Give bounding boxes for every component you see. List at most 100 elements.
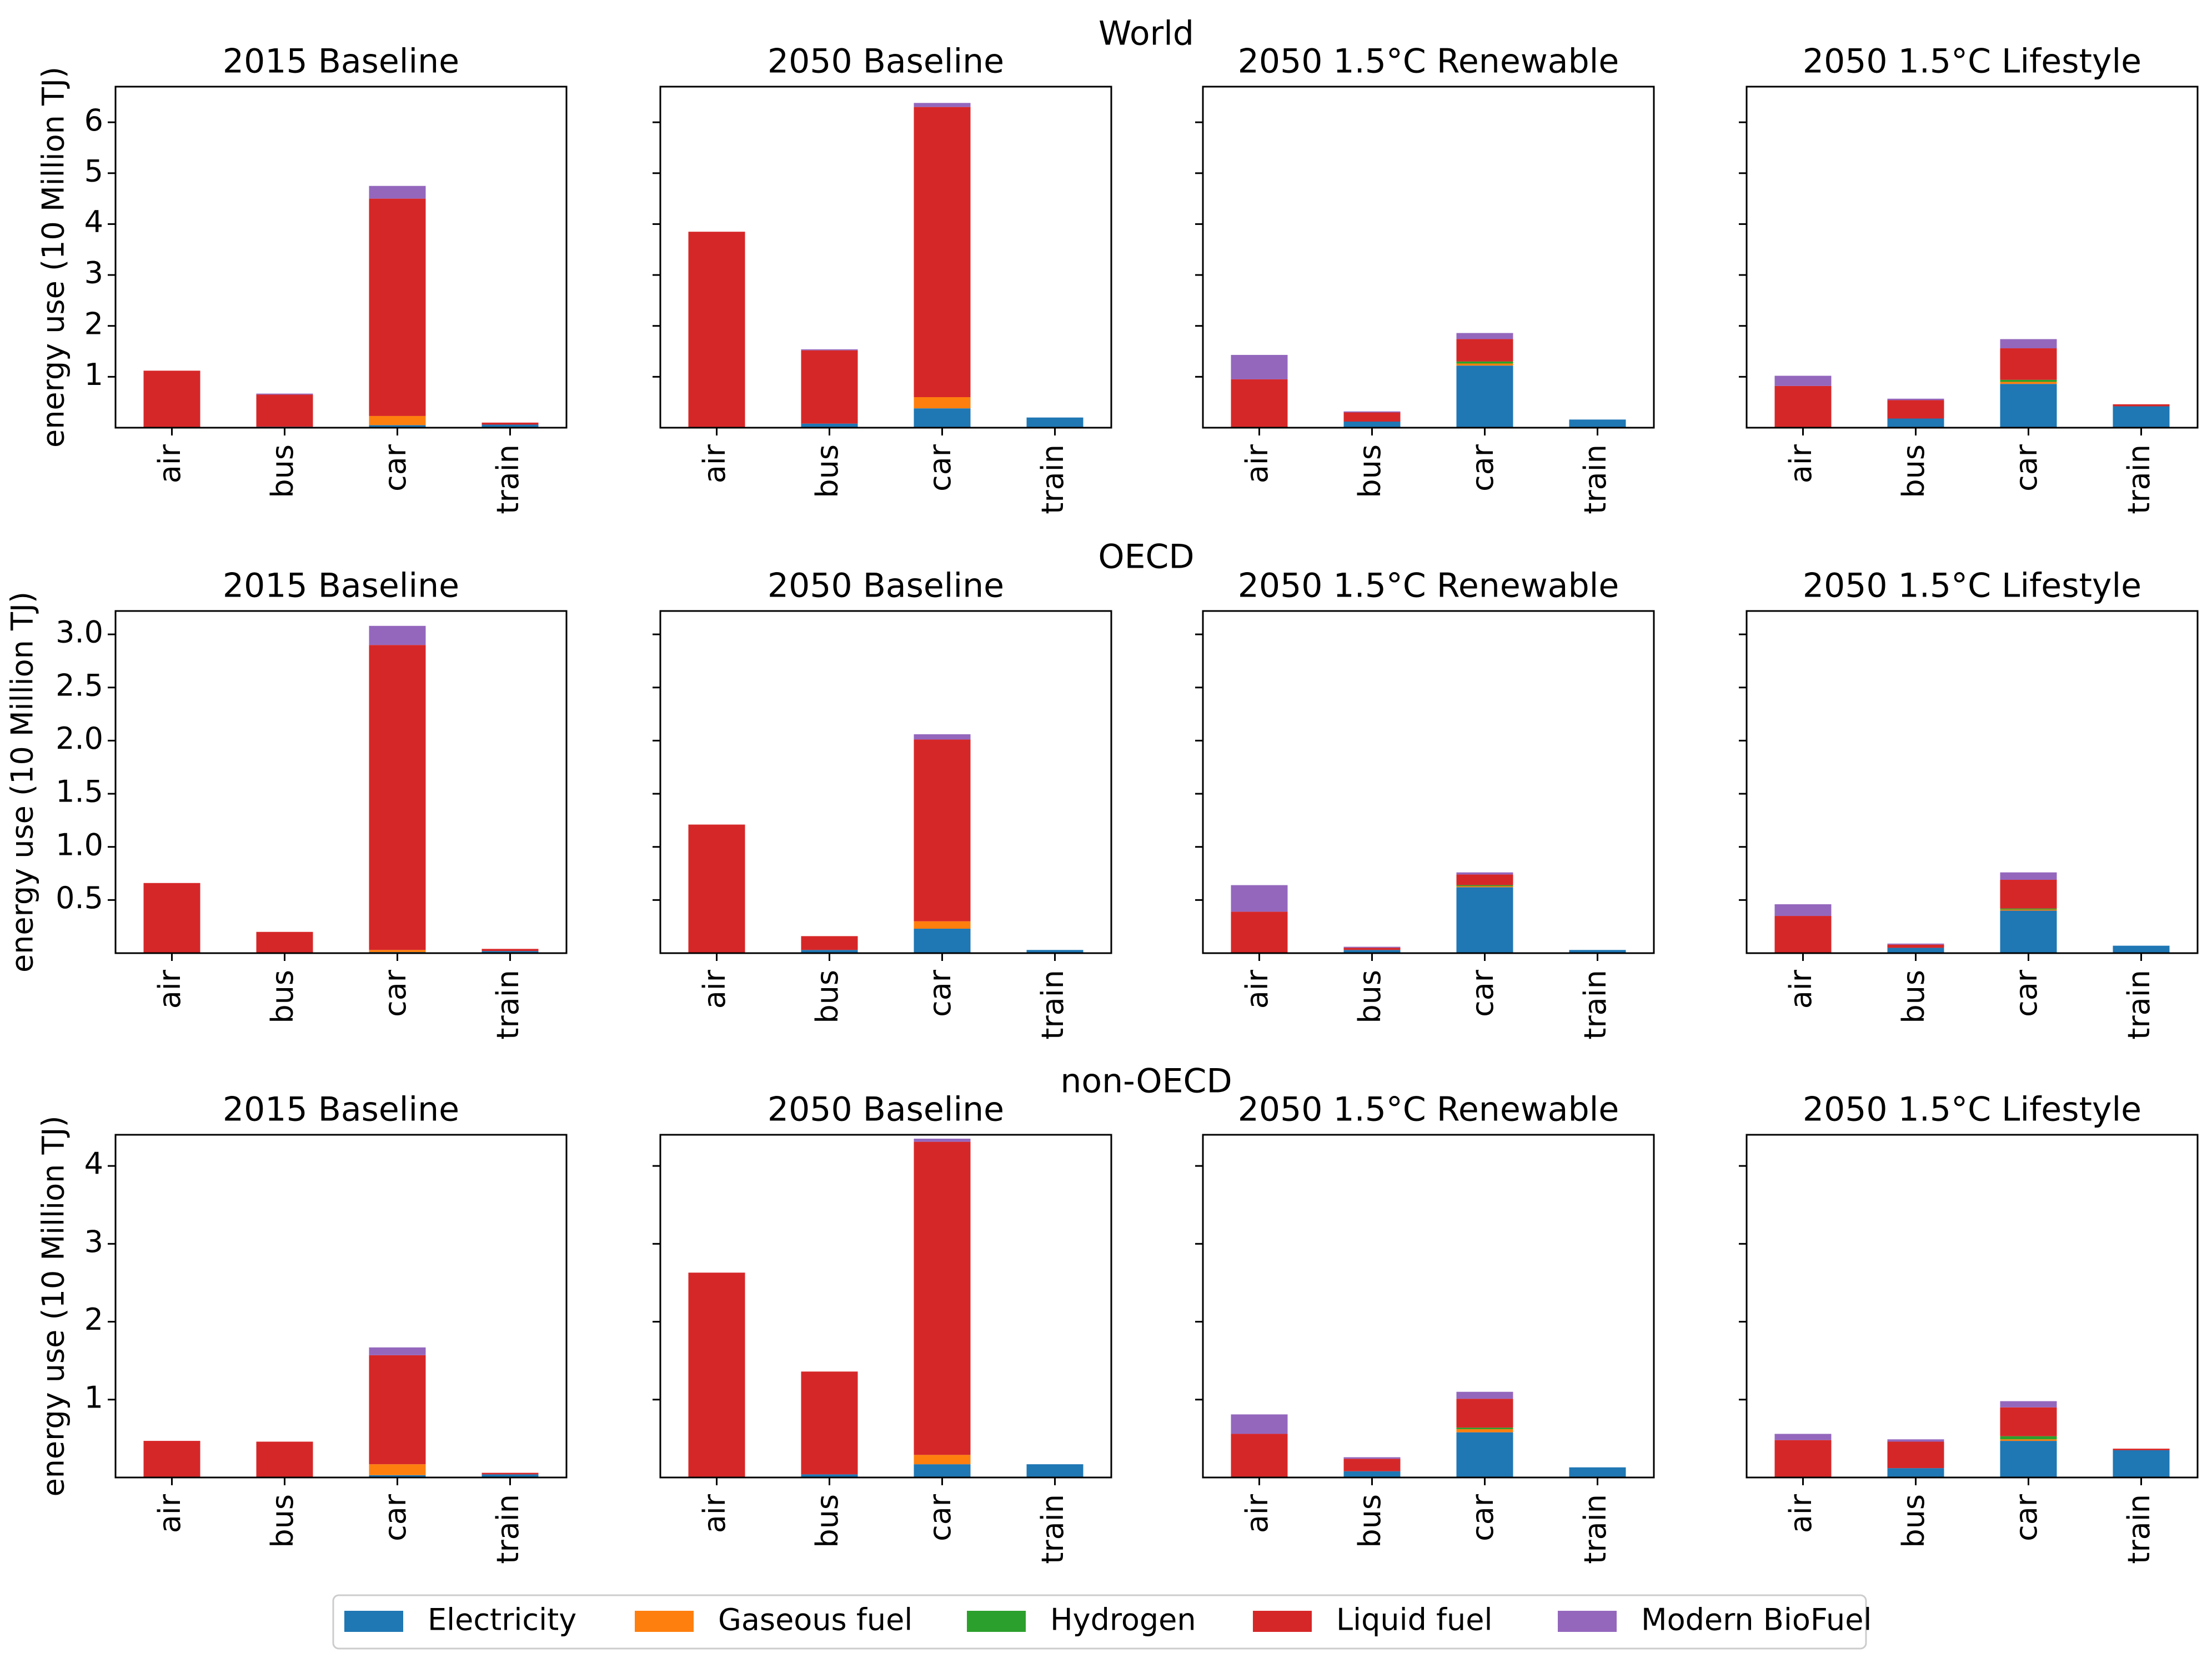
bar-segment-car-electricity (1456, 365, 1513, 428)
legend-label: Hydrogen (1050, 1602, 1196, 1637)
bar-segment-car-electricity (914, 408, 971, 428)
x-tick-label: train (2121, 970, 2156, 1040)
x-tick-label: bus (265, 970, 300, 1024)
bar-segment-car-hydrogen (2000, 1436, 2057, 1440)
bar-segment-train-electricity (2113, 406, 2170, 428)
bar-segment-car-gaseous-fuel (914, 397, 971, 409)
bar-segment-car-liquid-fuel (2000, 880, 2057, 909)
region-title: non-OECD (1060, 1062, 1232, 1101)
bar-segment-car-hydrogen (1456, 885, 1513, 886)
bar-segment-car-liquid-fuel (369, 645, 426, 950)
panel-title: 2050 Baseline (768, 567, 1004, 605)
legend-swatch-hydrogen (967, 1611, 1026, 1632)
bar-segment-car-modern-biofuel (1456, 333, 1513, 339)
bar-segment-car-electricity (369, 1475, 426, 1477)
bar-segment-car-modern-biofuel (369, 186, 426, 199)
bar-segment-car-liquid-fuel (1456, 339, 1513, 362)
x-tick-label: air (1783, 444, 1818, 483)
y-tick-label: 6 (84, 103, 103, 138)
bar-segment-bus-modern-biofuel (1887, 943, 1944, 945)
panel-title: 2050 1.5°C Renewable (1238, 1090, 1619, 1129)
x-tick-label: car (922, 1494, 957, 1541)
bar-segment-train-liquid-fuel (481, 1472, 539, 1475)
y-tick-label: 1 (84, 1380, 103, 1415)
x-tick-label: car (378, 444, 413, 492)
bar-segment-car-gaseous-fuel (1456, 1429, 1513, 1432)
x-tick-label: bus (810, 970, 845, 1024)
bar-segment-car-electricity (914, 1464, 971, 1477)
y-tick-label: 0.5 (56, 880, 103, 915)
bar-segment-car-gaseous-fuel (369, 950, 426, 953)
axes-frame (659, 610, 1112, 954)
bar-segment-train-electricity (1026, 417, 1084, 428)
x-tick-label: car (922, 969, 957, 1017)
bar-segment-car-modern-biofuel (1456, 1391, 1513, 1399)
bar-segment-car-electricity (2000, 1441, 2057, 1477)
x-tick-label: car (922, 444, 957, 492)
bar-segment-car-electricity (1456, 1432, 1513, 1477)
bar-segment-bus-modern-biofuel (1343, 411, 1401, 413)
bar-segment-bus-electricity (801, 950, 858, 953)
bar-segment-car-gaseous-fuel (2000, 382, 2057, 384)
x-tick-label: air (1240, 1494, 1275, 1533)
bar-segment-car-modern-biofuel (1456, 872, 1513, 875)
axes-frame (659, 86, 1112, 429)
bar-segment-bus-liquid-fuel (1343, 948, 1401, 950)
bar-segment-car-liquid-fuel (2000, 1407, 2057, 1436)
legend-swatch-gaseous-fuel (635, 1611, 694, 1632)
bar-segment-car-gaseous-fuel (914, 1455, 971, 1465)
bar-segment-car-liquid-fuel (1456, 874, 1513, 885)
x-tick-label: train (490, 444, 525, 514)
y-tick-label: 2.5 (56, 668, 103, 703)
bar-segment-car-hydrogen (2000, 908, 2057, 910)
panel-1-0: 2015 Baseline air bus car train 0.5 1.0 1.5 2.0 2… (56, 567, 568, 1040)
bar-segment-car-modern-biofuel (914, 734, 971, 740)
bar-segment-car-gaseous-fuel (369, 1464, 426, 1475)
bar-segment-car-liquid-fuel (914, 739, 971, 921)
bar-segment-bus-electricity (1343, 950, 1401, 953)
bar-segment-air-liquid-fuel (1774, 385, 1832, 428)
x-tick-label: train (490, 1494, 525, 1564)
bar-segment-car-liquid-fuel (914, 1141, 971, 1455)
bar-segment-bus-liquid-fuel (801, 936, 858, 950)
x-tick-label: bus (1352, 1494, 1387, 1548)
bar-segment-bus-electricity (1887, 418, 1944, 428)
bar-segment-car-hydrogen (2000, 379, 2057, 382)
bar-segment-bus-liquid-fuel (256, 394, 313, 427)
axes-frame (1745, 610, 2199, 954)
bar-segment-train-electricity (1026, 1464, 1084, 1477)
bar-segment-air-liquid-fuel (1231, 911, 1288, 953)
axes-frame (114, 1134, 568, 1479)
axes-frame (114, 86, 568, 429)
x-tick-label: car (2009, 1494, 2044, 1541)
bar-segment-car-modern-biofuel (2000, 339, 2057, 349)
y-tick-label: 5 (84, 153, 103, 188)
x-tick-label: car (2009, 444, 2044, 492)
bar-segment-car-electricity (2000, 384, 2057, 428)
panel-0-2: 2050 1.5°C Renewable air bus car train (1195, 42, 1655, 514)
bar-segment-train-electricity (1569, 419, 1626, 428)
bar-segment-air-modern-biofuel (1231, 1414, 1288, 1434)
x-tick-label: train (1035, 1494, 1070, 1564)
panel-2-3: 2050 1.5°C Lifestyle air bus car train (1739, 1090, 2199, 1564)
bar-segment-bus-liquid-fuel (1343, 1459, 1401, 1471)
bar-segment-bus-liquid-fuel (801, 350, 858, 424)
x-tick-label: air (697, 1494, 732, 1533)
axes-frame (659, 1134, 1112, 1479)
bar-segment-bus-modern-biofuel (1343, 946, 1401, 948)
x-tick-label: air (1783, 969, 1818, 1009)
panel-title: 2050 1.5°C Lifestyle (1803, 567, 2141, 605)
y-tick-label: 1.5 (56, 774, 103, 809)
bar-segment-air-modern-biofuel (1231, 885, 1288, 912)
panel-title: 2015 Baseline (223, 42, 459, 81)
bar-segment-bus-liquid-fuel (1887, 400, 1944, 419)
x-tick-label: car (1465, 1494, 1500, 1541)
y-tick-label: 2 (84, 306, 103, 341)
x-tick-label: train (1035, 444, 1070, 514)
legend-label: Modern BioFuel (1641, 1602, 1872, 1637)
y-tick-label: 2 (84, 1302, 103, 1337)
x-tick-label: car (2009, 969, 2044, 1017)
legend-frame (332, 1594, 1867, 1650)
bar-segment-air-liquid-fuel (1774, 1440, 1832, 1477)
bar-segment-car-modern-biofuel (914, 103, 971, 107)
